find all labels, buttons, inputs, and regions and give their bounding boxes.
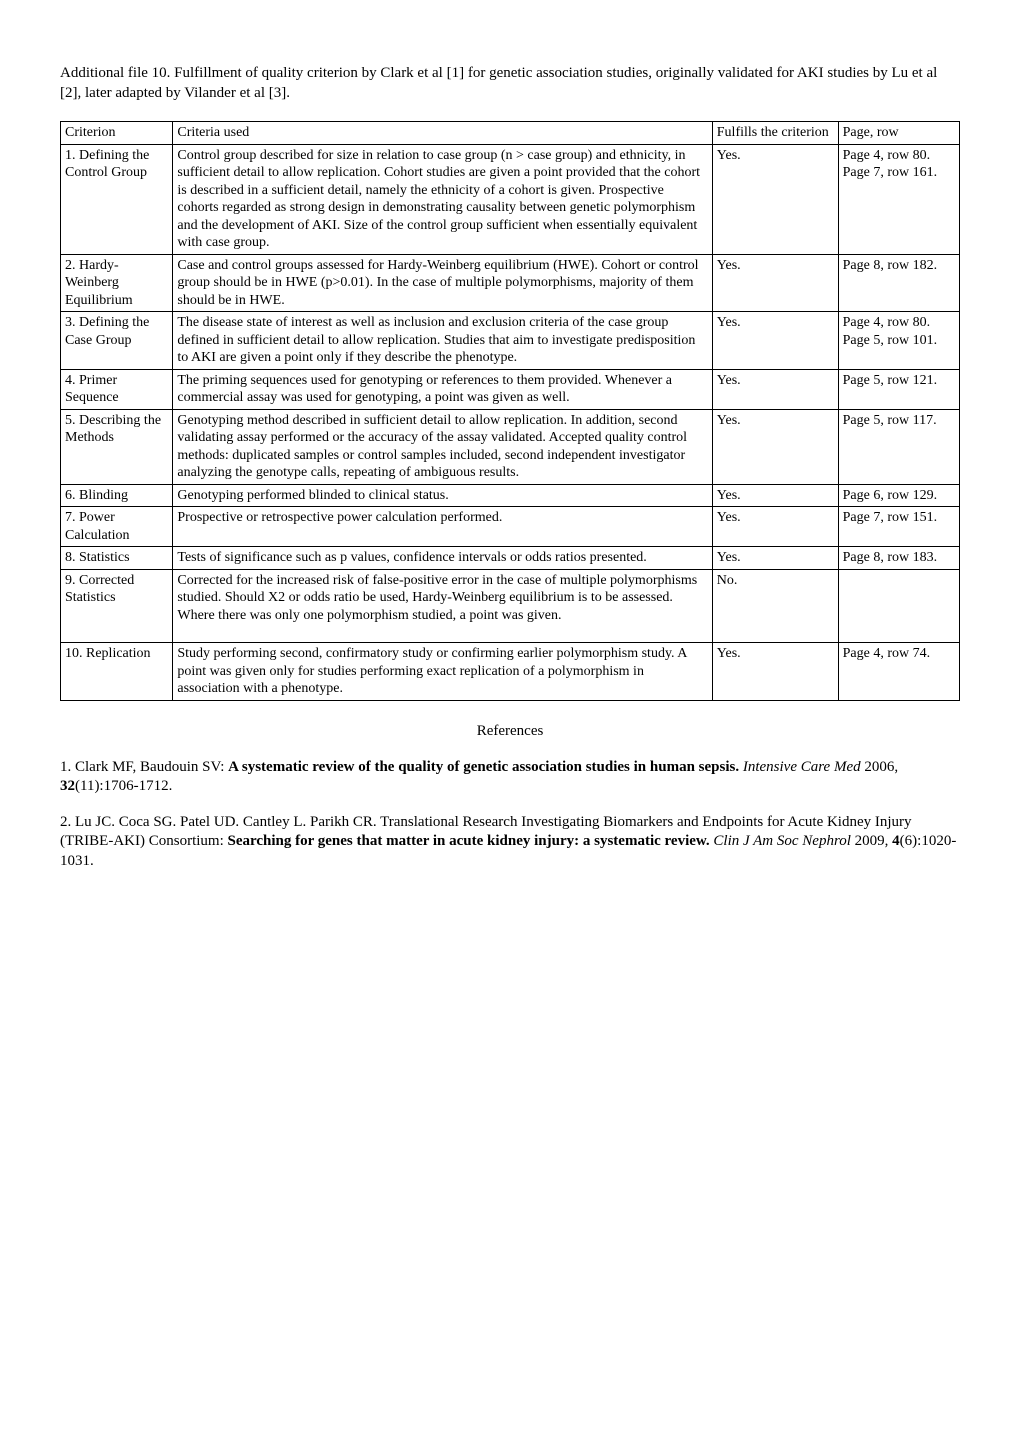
- cell-criteria_used: The disease state of interest as well as…: [173, 312, 712, 370]
- table-row: 9. Corrected StatisticsCorrected for the…: [61, 569, 960, 643]
- cell-page_row: [838, 569, 959, 643]
- header-fulfills: Fulfills the criterion: [712, 122, 838, 145]
- cell-criterion: 1. Defining the Control Group: [61, 144, 173, 254]
- cell-fulfills: Yes.: [712, 547, 838, 570]
- cell-criterion: 9. Corrected Statistics: [61, 569, 173, 643]
- cell-criterion: 4. Primer Sequence: [61, 369, 173, 409]
- ref-year: 2006,: [864, 759, 898, 775]
- ref-title: Searching for genes that matter in acute…: [227, 833, 709, 849]
- cell-criterion: 5. Describing the Methods: [61, 409, 173, 484]
- cell-criteria_used: Study performing second, confirmatory st…: [173, 643, 712, 701]
- ref-journal: Clin J Am Soc Nephrol: [710, 833, 855, 849]
- cell-criterion: 3. Defining the Case Group: [61, 312, 173, 370]
- cell-page_row: Page 4, row 80. Page 7, row 161.: [838, 144, 959, 254]
- header-criteria-used: Criteria used: [173, 122, 712, 145]
- references-heading: References: [60, 723, 960, 740]
- table-row: 4. Primer SequenceThe priming sequences …: [61, 369, 960, 409]
- cell-criteria_used: Prospective or retrospective power calcu…: [173, 507, 712, 547]
- ref-volume: 32: [60, 778, 75, 794]
- table-row: 2. Hardy-Weinberg EquilibriumCase and co…: [61, 254, 960, 312]
- cell-criterion: 10. Replication: [61, 643, 173, 701]
- header-criterion: Criterion: [61, 122, 173, 145]
- cell-criterion: 8. Statistics: [61, 547, 173, 570]
- cell-criterion: 7. Power Calculation: [61, 507, 173, 547]
- cell-criteria_used: Tests of significance such as p values, …: [173, 547, 712, 570]
- cell-fulfills: Yes.: [712, 144, 838, 254]
- table-row: 7. Power CalculationProspective or retro…: [61, 507, 960, 547]
- reference-item: 1. Clark MF, Baudouin SV: A systematic r…: [60, 758, 960, 797]
- cell-criteria_used: The priming sequences used for genotypin…: [173, 369, 712, 409]
- ref-prefix: 1. Clark MF, Baudouin SV:: [60, 759, 228, 775]
- cell-fulfills: Yes.: [712, 254, 838, 312]
- cell-fulfills: Yes.: [712, 484, 838, 507]
- cell-fulfills: Yes.: [712, 409, 838, 484]
- ref-title: A systematic review of the quality of ge…: [228, 759, 739, 775]
- ref-volume: 4: [892, 833, 900, 849]
- cell-page_row: Page 8, row 182.: [838, 254, 959, 312]
- cell-criteria_used: Control group described for size in rela…: [173, 144, 712, 254]
- cell-criterion: 6. Blinding: [61, 484, 173, 507]
- criteria-table: Criterion Criteria used Fulfills the cri…: [60, 121, 960, 701]
- cell-page_row: Page 4, row 74.: [838, 643, 959, 701]
- cell-fulfills: Yes.: [712, 643, 838, 701]
- cell-page_row: Page 8, row 183.: [838, 547, 959, 570]
- ref-year: 2009,: [855, 833, 893, 849]
- table-row: 6. BlindingGenotyping performed blinded …: [61, 484, 960, 507]
- table-row: 1. Defining the Control GroupControl gro…: [61, 144, 960, 254]
- cell-page_row: Page 4, row 80. Page 5, row 101.: [838, 312, 959, 370]
- ref-journal: Intensive Care Med: [739, 759, 864, 775]
- cell-criterion: 2. Hardy-Weinberg Equilibrium: [61, 254, 173, 312]
- cell-fulfills: Yes.: [712, 369, 838, 409]
- table-row: 8. StatisticsTests of significance such …: [61, 547, 960, 570]
- ref-tail: (11):1706-1712.: [75, 778, 172, 794]
- table-row: 3. Defining the Case GroupThe disease st…: [61, 312, 960, 370]
- cell-page_row: Page 5, row 121.: [838, 369, 959, 409]
- cell-page_row: Page 6, row 129.: [838, 484, 959, 507]
- reference-item: 2. Lu JC. Coca SG. Patel UD. Cantley L. …: [60, 813, 960, 872]
- cell-fulfills: No.: [712, 569, 838, 643]
- table-header-row: Criterion Criteria used Fulfills the cri…: [61, 122, 960, 145]
- header-page-row: Page, row: [838, 122, 959, 145]
- cell-criteria_used: Genotyping performed blinded to clinical…: [173, 484, 712, 507]
- cell-page_row: Page 5, row 117.: [838, 409, 959, 484]
- table-row: 5. Describing the MethodsGenotyping meth…: [61, 409, 960, 484]
- cell-criteria_used: Case and control groups assessed for Har…: [173, 254, 712, 312]
- cell-page_row: Page 7, row 151.: [838, 507, 959, 547]
- cell-criteria_used: Genotyping method described in sufficien…: [173, 409, 712, 484]
- cell-fulfills: Yes.: [712, 312, 838, 370]
- table-row: 10. ReplicationStudy performing second, …: [61, 643, 960, 701]
- cell-criteria_used: Corrected for the increased risk of fals…: [173, 569, 712, 643]
- intro-paragraph: Additional file 10. Fulfillment of quali…: [60, 64, 960, 103]
- cell-fulfills: Yes.: [712, 507, 838, 547]
